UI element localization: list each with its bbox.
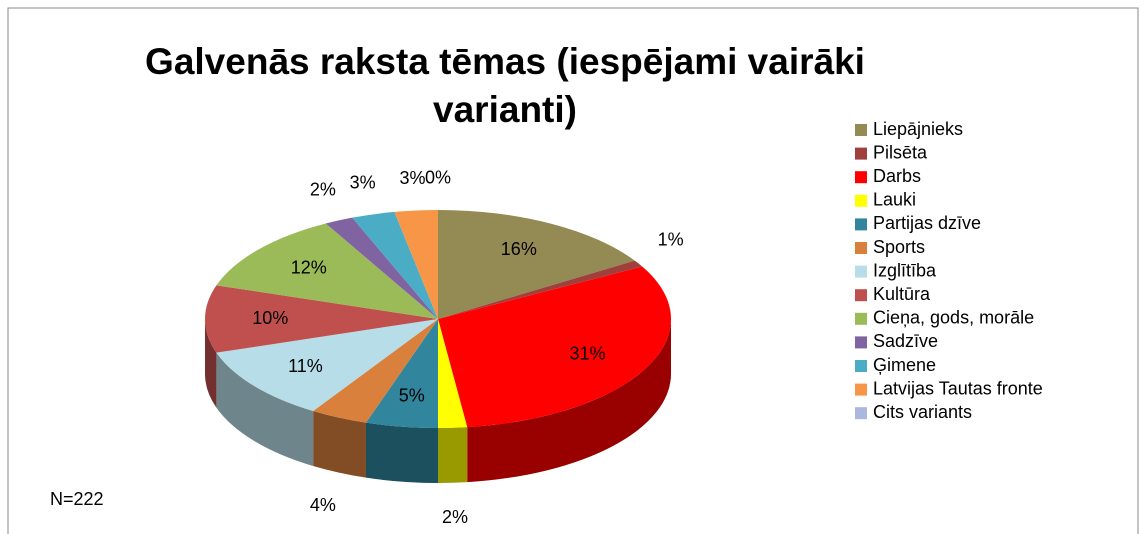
legend-swatch	[855, 147, 867, 160]
data-label: 5%	[399, 385, 425, 405]
pie-sides	[205, 319, 671, 483]
data-label: 31%	[569, 343, 605, 363]
slice-side	[216, 352, 314, 467]
legend-swatch	[855, 218, 867, 231]
slice-side	[467, 319, 671, 483]
data-label: 2%	[442, 507, 468, 527]
slice	[438, 319, 468, 428]
data-label: 3%	[400, 168, 426, 188]
slice	[438, 266, 671, 428]
slice	[216, 223, 438, 319]
legend-swatch	[855, 407, 867, 420]
legend-label: Darbs	[873, 166, 921, 186]
legend-swatch	[855, 336, 867, 349]
legend-swatch	[855, 265, 867, 278]
legend-label: Cieņa, gods, morāle	[873, 308, 1034, 328]
data-label: 10%	[252, 308, 288, 328]
legend-swatch	[855, 171, 867, 184]
legend-swatch	[855, 289, 867, 302]
legend-swatch	[855, 360, 867, 372]
legend-swatch	[855, 194, 867, 207]
slice	[352, 211, 438, 319]
data-label: 3%	[350, 172, 376, 192]
legend-label: Pilsēta	[873, 142, 928, 162]
slice-side	[438, 427, 468, 483]
legend-label: Latvijas Tautas fronte	[873, 378, 1043, 398]
annotation: N=222	[50, 489, 104, 509]
slice	[438, 210, 635, 319]
pie-tops	[204, 210, 671, 428]
data-label: 11%	[288, 356, 323, 376]
slice	[394, 210, 438, 319]
data-label: 16%	[501, 239, 537, 259]
legend-swatch	[855, 383, 867, 396]
legend-label: Sadzīve	[873, 331, 938, 351]
slice-side	[205, 319, 217, 408]
data-label: 0%	[425, 167, 451, 187]
data-label: 2%	[310, 179, 336, 199]
legend-swatch	[855, 242, 867, 254]
legend-label: Ģimene	[873, 355, 936, 375]
data-label: 1%	[658, 229, 684, 249]
chart-border	[7, 7, 1139, 534]
legend-label: Izglītība	[873, 260, 937, 280]
legend-label: Liepājnieks	[873, 119, 963, 139]
slice	[204, 285, 438, 353]
slice-side	[313, 411, 366, 478]
legend-swatch	[855, 312, 867, 325]
slice	[325, 217, 438, 319]
legend-label: Lauki	[873, 190, 916, 210]
data-label: 4%	[310, 495, 336, 515]
slice	[313, 319, 438, 423]
legend-label: Kultūra	[873, 284, 931, 304]
slice	[365, 319, 438, 428]
legend-label: Partijas dzīve	[873, 213, 981, 233]
data-label: 12%	[291, 258, 327, 278]
legend-swatch	[855, 124, 867, 136]
legend-label: Sports	[873, 237, 925, 257]
slice	[216, 319, 438, 412]
slice	[438, 260, 643, 319]
slice-side	[365, 422, 438, 483]
chart-title: Galvenās raksta tēmas (iespējami vairāki…	[145, 41, 865, 130]
legend-label: Cits variants	[873, 402, 972, 422]
